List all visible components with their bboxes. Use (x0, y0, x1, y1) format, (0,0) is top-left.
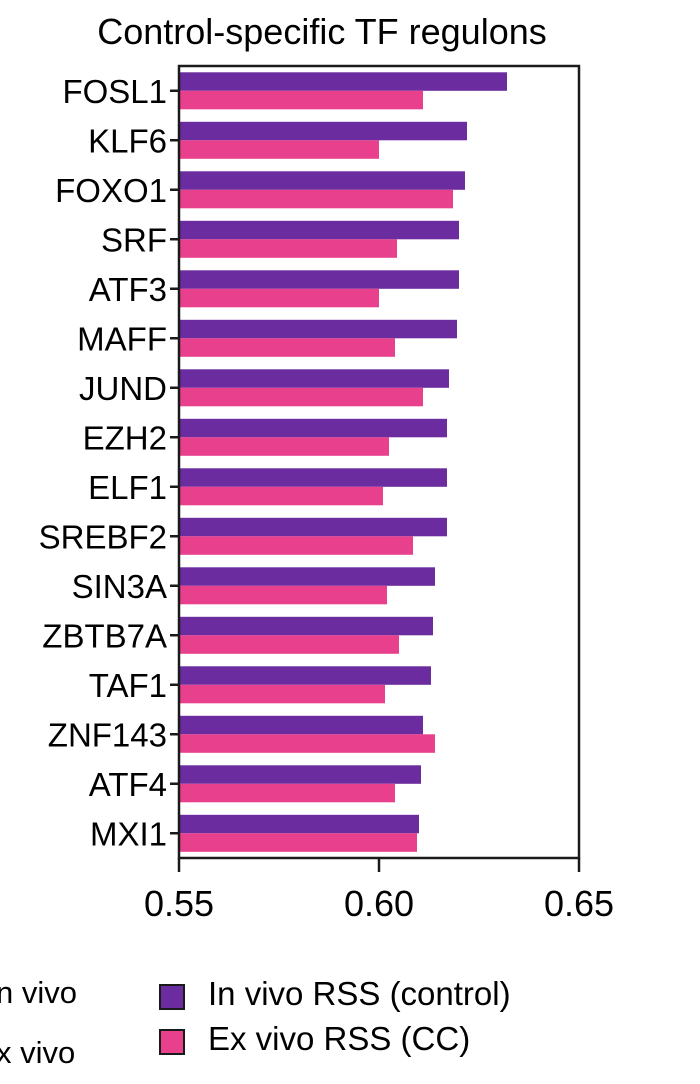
x-tick-label: 0.55 (144, 883, 214, 924)
bar-foxo1-ex-vivo (179, 189, 453, 209)
bar-jund-in-vivo (179, 369, 449, 388)
bar-klf6-in-vivo (179, 121, 467, 141)
x-tick-label: 0.65 (544, 883, 614, 924)
bar-znf143-in-vivo (179, 715, 423, 735)
category-label-mxi1: MXI1 (90, 815, 167, 852)
category-label-srf: SRF (101, 221, 167, 258)
bar-fosl1-ex-vivo (179, 90, 423, 110)
category-label-srebf2: SREBF2 (39, 518, 167, 555)
category-label-klf6: KLF6 (88, 122, 167, 159)
bar-srf-ex-vivo (179, 239, 397, 258)
bar-maff-ex-vivo (179, 338, 395, 357)
bar-zbtb7a-ex-vivo (179, 635, 399, 654)
legend-swatch-in-vivo (159, 984, 185, 1010)
bar-ezh2-in-vivo (179, 418, 447, 438)
bar-srf-in-vivo (179, 220, 459, 240)
bar-taf1-ex-vivo (179, 684, 385, 704)
category-label-zbtb7a: ZBTB7A (42, 617, 167, 654)
bar-elf1-in-vivo (179, 468, 447, 487)
category-label-taf1: TAF1 (89, 667, 167, 704)
legend-swatch-ex-vivo (159, 1029, 185, 1055)
category-label-maff: MAFF (77, 320, 167, 357)
chart-title: Control-specific TF regulons (97, 11, 547, 52)
bar-srebf2-in-vivo (179, 517, 447, 537)
plot-area (177, 64, 581, 860)
bar-fosl1-in-vivo (179, 72, 507, 91)
bar-sin3a-ex-vivo (179, 585, 387, 605)
bar-maff-in-vivo (179, 319, 457, 339)
category-label-znf143: ZNF143 (48, 716, 167, 753)
bar-srebf2-ex-vivo (179, 536, 413, 555)
bar-zbtb7a-in-vivo (179, 616, 433, 636)
category-label-elf1: ELF1 (88, 469, 167, 506)
partial-legend-label: n vivo (0, 975, 77, 1010)
bar-mxi1-ex-vivo (179, 833, 417, 852)
category-label-sin3a: SIN3A (72, 568, 167, 605)
bar-znf143-ex-vivo (179, 734, 435, 753)
bar-jund-ex-vivo (179, 387, 423, 407)
bar-atf3-ex-vivo (179, 288, 379, 308)
legend-label-in-vivo: In vivo RSS (control) (208, 975, 511, 1012)
category-label-atf3: ATF3 (89, 271, 167, 308)
bar-foxo1-in-vivo (179, 171, 465, 190)
category-labels: FOSL1 KLF6 FOXO1 SRF ATF3 MAFF JUND EZH2 ELF1 SRE… (39, 73, 179, 852)
bar-atf3-in-vivo (179, 270, 459, 289)
category-label-foxo1: FOXO1 (55, 172, 167, 209)
category-label-ezh2: EZH2 (83, 419, 167, 456)
partial-legend-label: x vivo (0, 1035, 75, 1070)
bar-ezh2-ex-vivo (179, 437, 389, 456)
x-axis: 0.55 0.60 0.65 (144, 858, 614, 924)
bar-elf1-ex-vivo (179, 486, 383, 506)
bar-taf1-in-vivo (179, 666, 431, 685)
bar-klf6-ex-vivo (179, 140, 379, 159)
bar-atf4-ex-vivo (179, 783, 395, 803)
legend-label-ex-vivo: Ex vivo RSS (CC) (208, 1020, 470, 1057)
bar-sin3a-in-vivo (179, 567, 435, 586)
category-label-jund: JUND (79, 370, 167, 407)
legend: n vivo x vivo In vivo RSS (control) Ex vivo… (0, 975, 511, 1070)
category-label-fosl1: FOSL1 (62, 73, 167, 110)
x-tick-label: 0.60 (344, 883, 414, 924)
bar-atf4-in-vivo (179, 765, 421, 784)
category-label-atf4: ATF4 (89, 766, 167, 803)
bar-mxi1-in-vivo (179, 814, 419, 834)
